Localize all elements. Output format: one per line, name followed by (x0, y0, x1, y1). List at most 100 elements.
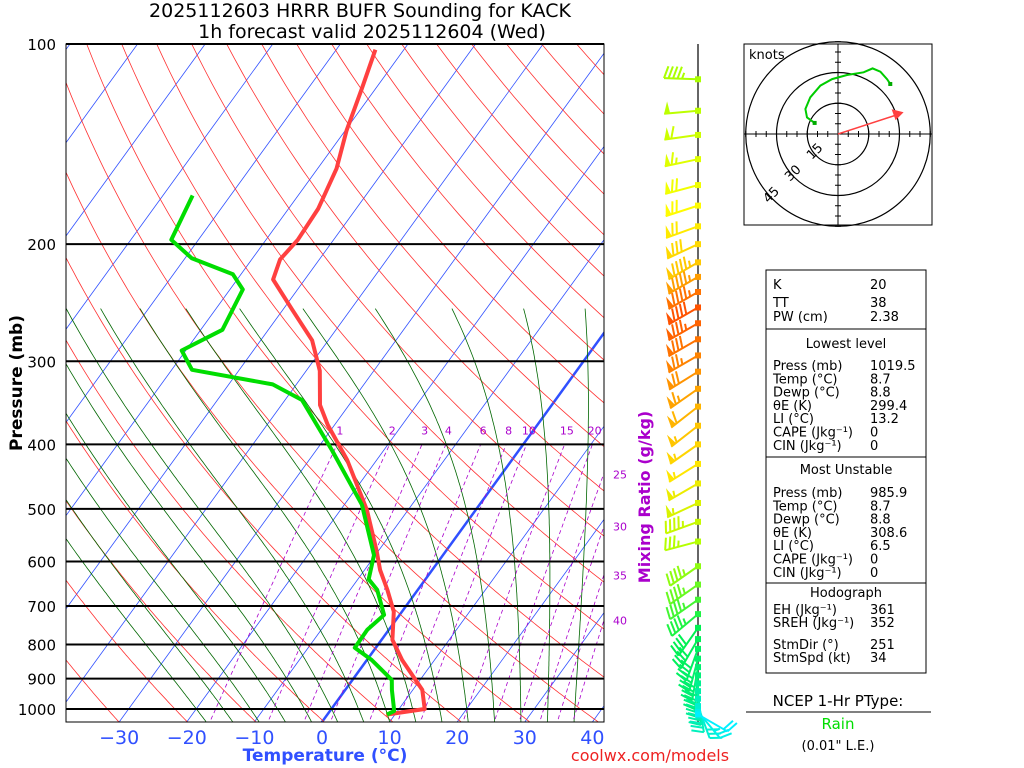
hodograph-endpoint (812, 120, 817, 125)
barb-pennant (666, 360, 674, 373)
barb-staff (666, 502, 699, 519)
barb-feather (678, 335, 684, 349)
wind-barb (666, 368, 701, 391)
mixing-ratio-line (303, 444, 423, 722)
barb-feather (665, 591, 672, 605)
barb-half-feather (682, 569, 686, 576)
barb-pennant (665, 181, 671, 194)
plot-frame (65, 43, 605, 723)
mixing-ratio-label: 15 (560, 425, 574, 438)
wind-barb (665, 581, 701, 605)
index-label: θE (K) (773, 526, 812, 541)
barb-feather (688, 716, 701, 722)
barb-station-dot (695, 107, 701, 114)
index-value: 38 (870, 296, 887, 311)
dry-adiabat (156, 44, 604, 583)
mixing-ratio-label: 35 (613, 570, 627, 583)
barb-feather (674, 261, 680, 274)
barb-station-dot (695, 259, 701, 266)
index-label: StmDir (°) (773, 638, 839, 653)
mixing-ratio-label: 8 (505, 425, 512, 438)
barb-feather (664, 537, 667, 551)
barb-feather (670, 179, 674, 193)
x-axis-label: Temperature (°C) (243, 746, 408, 766)
barb-station-dot (695, 182, 701, 189)
barb-pennant (664, 101, 671, 114)
barb-half-feather (673, 436, 678, 443)
barb-feather (669, 620, 677, 634)
barb-feather (681, 670, 694, 680)
barb-pennant (666, 396, 676, 409)
mixing-ratio-line (493, 444, 593, 722)
barb-feather (679, 679, 691, 688)
barb-staff (697, 713, 728, 733)
barb-pennant (664, 127, 671, 140)
barb-station-dot (695, 499, 701, 506)
temperature-tick-label: 40 (580, 727, 604, 749)
barb-feather (672, 535, 676, 549)
y-axis-label: Pressure (mb) (7, 315, 27, 451)
isotherm (186, 145, 604, 722)
barb-pennant (666, 488, 674, 501)
pressure-tick-label: 1000 (18, 701, 56, 719)
barb-staff (669, 598, 699, 621)
barb-station-dot (695, 538, 701, 545)
barb-pennant (665, 245, 673, 259)
mixing-ratio-line (368, 444, 482, 722)
barb-pennant (665, 203, 672, 217)
barb-staff (669, 583, 699, 605)
mixing-ratio-line (419, 444, 527, 722)
temperature-tick-label: −20 (167, 727, 207, 749)
mixing-ratio-label: 20 (588, 425, 602, 438)
isotherm (320, 330, 604, 722)
barb-feather (682, 684, 695, 693)
title-line-1: 2025112603 HRRR BUFR Sounding for KACK (149, 0, 571, 22)
moist-adiabat (100, 308, 365, 722)
barb-feather (684, 689, 697, 697)
temperature-line (271, 49, 427, 717)
mixing-ratio-label: 2 (389, 425, 396, 438)
index-value: 299.4 (870, 399, 907, 414)
barb-feather (670, 126, 675, 139)
barb-feather (671, 658, 682, 670)
mixing-ratio-label: 4 (445, 425, 452, 438)
temperature-tick-label: 30 (513, 727, 537, 749)
index-value: 0 (870, 553, 878, 568)
footer-site[interactable]: coolwx.com/models (571, 746, 729, 765)
index-value: 308.6 (870, 526, 907, 541)
index-label: Press (mb) (773, 359, 842, 374)
index-value: 352 (870, 616, 895, 631)
barb-feather (671, 292, 676, 306)
barb-half-feather (673, 453, 677, 461)
index-label: LI (°C) (773, 539, 814, 554)
barb-half-feather (687, 290, 692, 297)
barb-feather (670, 152, 675, 165)
barb-feather (671, 277, 676, 291)
barb-feather (676, 615, 684, 628)
barb-feather (673, 618, 680, 631)
barb-feather (682, 680, 695, 689)
barb-feather (671, 356, 676, 370)
barb-pennant (666, 451, 676, 464)
isotherm (66, 44, 206, 237)
barb-feather (674, 275, 680, 289)
isotherm (118, 52, 604, 722)
barb-pennant (666, 296, 674, 309)
dry-adiabat (66, 579, 188, 722)
dry-adiabat (86, 44, 604, 678)
barb-station-dot (695, 636, 701, 643)
mixing-ratio-label: 30 (613, 521, 627, 534)
barb-staff (669, 565, 699, 587)
mixing-ratio-line (518, 472, 604, 722)
pressure-tick-label: 600 (27, 553, 56, 571)
barb-feather (671, 391, 677, 405)
isotherm (66, 44, 409, 517)
barb-feather (674, 337, 680, 351)
barb-feather (672, 586, 679, 600)
barb-half-feather (695, 716, 702, 720)
wind-barb (666, 352, 701, 374)
barb-station-dot (695, 336, 701, 343)
dry-adiabat (66, 500, 257, 722)
index-label: EH (Jkg⁻¹) (773, 603, 837, 618)
